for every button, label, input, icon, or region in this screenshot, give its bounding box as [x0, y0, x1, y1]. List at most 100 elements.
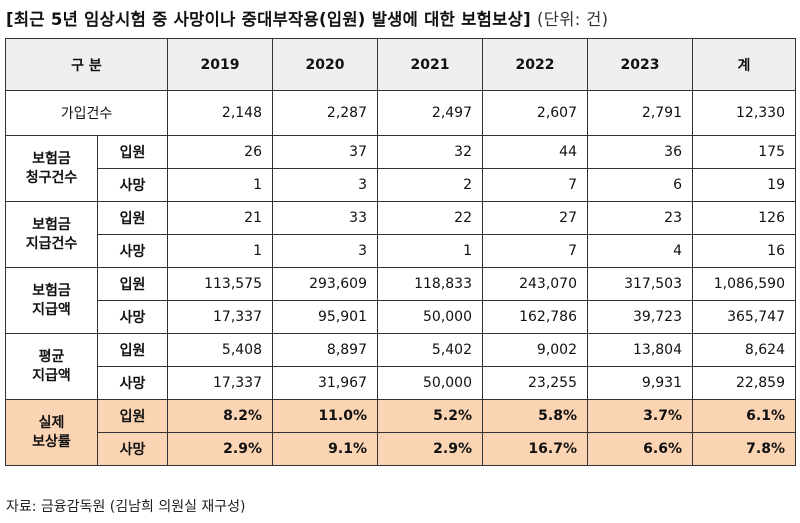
group-label-line1: 평균 [38, 348, 65, 365]
cell: 243,070 [482, 267, 588, 301]
cell: 6.1% [692, 399, 796, 433]
table-row: 사망 17,337 95,901 50,000 162,786 39,723 365,747 [6, 300, 796, 334]
group-label-line1: 보험금 [32, 282, 71, 299]
cell: 5.2% [377, 399, 483, 433]
cell: 8,624 [692, 333, 796, 367]
row-sublabel-death: 사망 [97, 432, 168, 466]
header-2022: 2022 [482, 38, 588, 91]
cell: 5.8% [482, 399, 588, 433]
row-sublabel-admit: 입원 [97, 333, 168, 367]
cell: 33 [272, 201, 378, 235]
row-sublabel-admit: 입원 [97, 399, 168, 433]
cell: 7.8% [692, 432, 796, 466]
row-sublabel-death: 사망 [97, 300, 168, 334]
table-row: 가입건수 2,148 2,287 2,497 2,607 2,791 12,33… [5, 90, 796, 136]
row-sublabel-admit: 입원 [97, 267, 168, 301]
cell: 5,408 [167, 333, 273, 367]
title-text: [최근 5년 임상시험 중 사망이나 중대부작용(입원) 발생에 대한 보험보상… [6, 10, 531, 29]
cell: 12,330 [692, 90, 796, 136]
insurance-table: 구 분 2019 2020 2021 2022 2023 계 가입건수 2,14… [5, 38, 796, 466]
cell: 13,804 [587, 333, 693, 367]
group-label-line2: 청구건수 [25, 169, 78, 186]
table-row: 실제 보상률 입원 8.2% 11.0% 5.2% 5.8% 3.7% 6.1% [5, 399, 796, 466]
cell: 2,607 [482, 90, 588, 136]
cell: 6.6% [587, 432, 693, 466]
group-label-line1: 보험금 [32, 216, 71, 233]
cell: 2,287 [272, 90, 378, 136]
cell: 23,255 [482, 366, 588, 400]
cell: 17,337 [167, 366, 273, 400]
cell: 39,723 [587, 300, 693, 334]
cell: 1 [167, 168, 273, 202]
row-sublabel-admit: 입원 [97, 135, 168, 169]
cell: 9.1% [272, 432, 378, 466]
cell: 50,000 [377, 366, 483, 400]
cell: 2,148 [167, 90, 273, 136]
cell: 3.7% [587, 399, 693, 433]
table-row: 사망 2.9% 9.1% 2.9% 16.7% 6.6% 7.8% [6, 432, 796, 466]
row-sublabel-death: 사망 [97, 168, 168, 202]
table-row: 보험금 청구건수 입원 26 37 32 44 36 175 [5, 135, 796, 202]
cell: 37 [272, 135, 378, 169]
cell: 2.9% [377, 432, 483, 466]
header-2020: 2020 [272, 38, 378, 91]
group-label-line2: 지급건수 [25, 235, 78, 252]
cell: 50,000 [377, 300, 483, 334]
cell: 1 [377, 234, 483, 268]
cell: 6 [587, 168, 693, 202]
cell: 17,337 [167, 300, 273, 334]
cell: 9,002 [482, 333, 588, 367]
cell: 1,086,590 [692, 267, 796, 301]
group-label-line2: 지급액 [32, 301, 71, 318]
row-sublabel-admit: 입원 [97, 201, 168, 235]
group-label-line1: 실제 [38, 414, 65, 431]
cell: 1 [167, 234, 273, 268]
table-row: 사망 1 3 1 7 4 16 [6, 234, 796, 268]
cell: 3 [272, 234, 378, 268]
cell: 2 [377, 168, 483, 202]
cell: 175 [692, 135, 796, 169]
cell: 293,609 [272, 267, 378, 301]
cell: 5,402 [377, 333, 483, 367]
header-2023: 2023 [587, 38, 693, 91]
cell: 317,503 [587, 267, 693, 301]
header-category: 구 분 [5, 38, 168, 91]
cell: 3 [272, 168, 378, 202]
cell: 2.9% [167, 432, 273, 466]
table-row: 사망 1 3 2 7 6 19 [6, 168, 796, 202]
cell: 16.7% [482, 432, 588, 466]
group-label-line2: 보상률 [32, 433, 71, 450]
table-row: 보험금 지급액 입원 113,575 293,609 118,833 243,070 317,… [5, 267, 796, 334]
cell: 95,901 [272, 300, 378, 334]
cell: 22 [377, 201, 483, 235]
table-row: 보험금 지급건수 입원 21 33 22 27 23 126 [5, 201, 796, 268]
cell: 21 [167, 201, 273, 235]
cell: 26 [167, 135, 273, 169]
row-label-enroll: 가입건수 [5, 90, 168, 136]
group-label-line2: 지급액 [32, 367, 71, 384]
cell: 11.0% [272, 399, 378, 433]
cell: 126 [692, 201, 796, 235]
cell: 113,575 [167, 267, 273, 301]
cell: 8,897 [272, 333, 378, 367]
cell: 44 [482, 135, 588, 169]
cell: 4 [587, 234, 693, 268]
group-label-line1: 보험금 [32, 150, 71, 167]
header-2021: 2021 [377, 38, 483, 91]
cell: 22,859 [692, 366, 796, 400]
source-note: 자료: 금융감독원 (김남희 의원실 재구성) [6, 499, 246, 515]
cell: 162,786 [482, 300, 588, 334]
header-total: 계 [692, 38, 796, 91]
cell: 118,833 [377, 267, 483, 301]
cell: 16 [692, 234, 796, 268]
cell: 7 [482, 234, 588, 268]
cell: 2,791 [587, 90, 693, 136]
cell: 27 [482, 201, 588, 235]
cell: 7 [482, 168, 588, 202]
cell: 23 [587, 201, 693, 235]
row-sublabel-death: 사망 [97, 234, 168, 268]
